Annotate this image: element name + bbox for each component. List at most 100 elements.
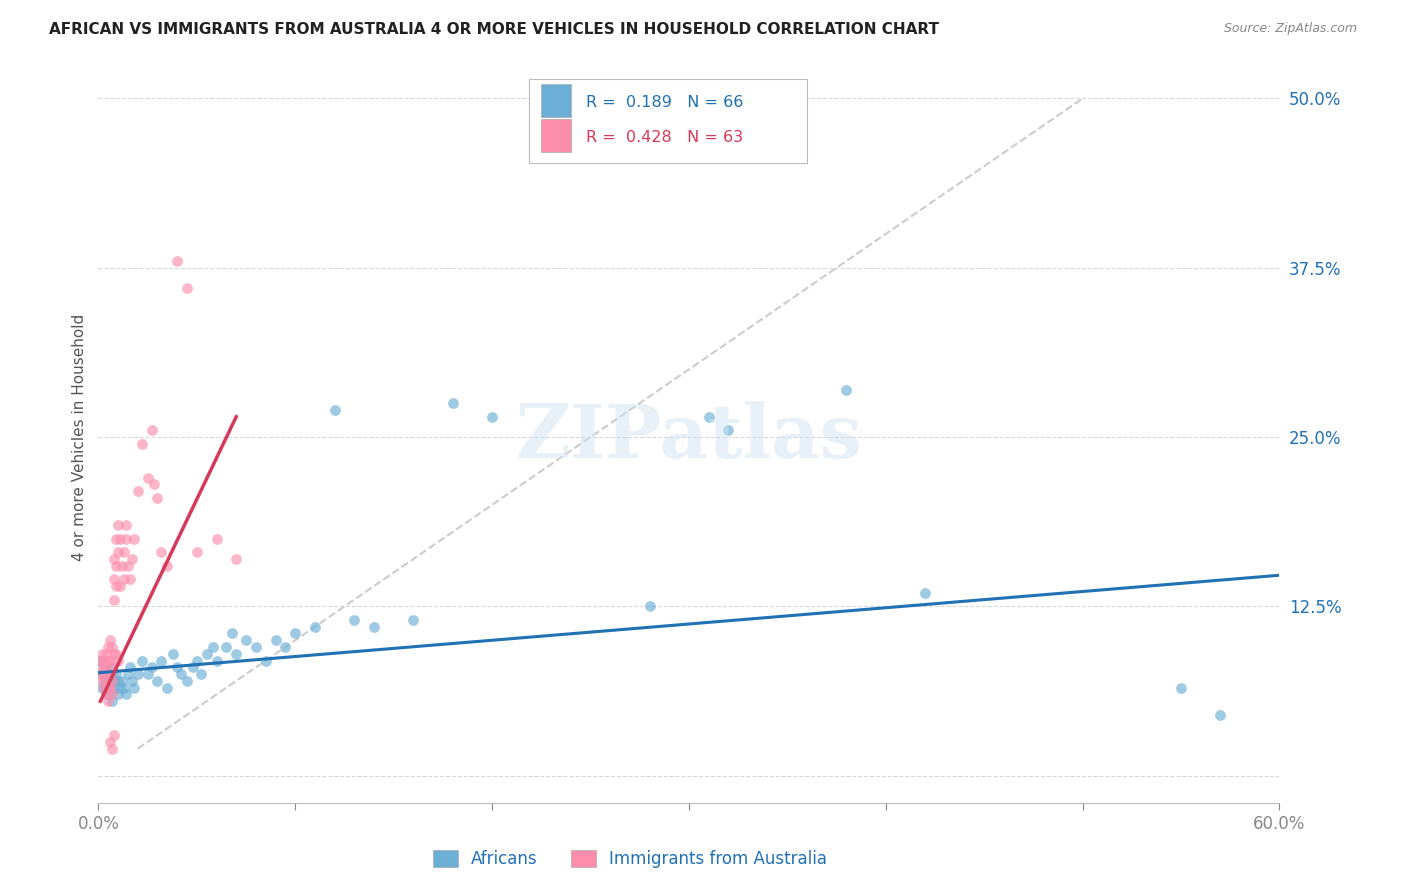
Point	[225, 647, 247, 661]
Point	[1209, 707, 1232, 722]
Point	[186, 545, 208, 559]
Point	[91, 667, 114, 681]
Point	[108, 681, 131, 695]
Point	[97, 673, 120, 688]
Point	[142, 477, 165, 491]
Point	[101, 640, 124, 654]
Point	[91, 673, 114, 688]
FancyBboxPatch shape	[530, 78, 807, 162]
Point	[323, 403, 346, 417]
Point	[176, 673, 198, 688]
Point	[121, 552, 143, 566]
Point	[96, 688, 118, 702]
Point	[221, 626, 243, 640]
Point	[103, 572, 125, 586]
Text: R =  0.428   N = 63: R = 0.428 N = 63	[586, 130, 744, 145]
Point	[96, 647, 118, 661]
Point	[162, 647, 184, 661]
Point	[121, 673, 143, 688]
Point	[101, 673, 124, 688]
Point	[98, 735, 121, 749]
Point	[96, 681, 118, 695]
Point	[101, 688, 124, 702]
Point	[112, 545, 135, 559]
Point	[89, 654, 111, 668]
Point	[108, 532, 131, 546]
FancyBboxPatch shape	[541, 119, 571, 152]
Text: AFRICAN VS IMMIGRANTS FROM AUSTRALIA 4 OR MORE VEHICLES IN HOUSEHOLD CORRELATION: AFRICAN VS IMMIGRANTS FROM AUSTRALIA 4 O…	[49, 22, 939, 37]
Point	[105, 532, 128, 546]
Point	[107, 518, 129, 533]
Point	[343, 613, 366, 627]
Point	[166, 660, 188, 674]
Point	[115, 518, 138, 533]
Point	[284, 626, 307, 640]
Point	[97, 681, 120, 695]
Point	[91, 647, 114, 661]
Point	[131, 654, 153, 668]
Text: R =  0.189   N = 66: R = 0.189 N = 66	[586, 95, 744, 111]
Point	[97, 667, 120, 681]
FancyBboxPatch shape	[541, 84, 571, 117]
Point	[103, 673, 125, 688]
Point	[235, 633, 257, 648]
Point	[274, 640, 297, 654]
Point	[402, 613, 425, 627]
Point	[136, 667, 159, 681]
Point	[254, 654, 277, 668]
Text: ZIPatlas: ZIPatlas	[516, 401, 862, 474]
Point	[97, 654, 120, 668]
Point	[146, 491, 169, 505]
Point	[105, 558, 128, 573]
Point	[97, 694, 120, 708]
Point	[97, 640, 120, 654]
Point	[215, 640, 238, 654]
Point	[98, 681, 121, 695]
Point	[105, 667, 128, 681]
Point	[98, 633, 121, 648]
Point	[122, 532, 145, 546]
Point	[101, 694, 124, 708]
Point	[176, 281, 198, 295]
Point	[103, 552, 125, 566]
Point	[131, 437, 153, 451]
Point	[97, 688, 120, 702]
Point	[146, 673, 169, 688]
Point	[117, 667, 139, 681]
Point	[107, 654, 129, 668]
Point	[96, 667, 118, 681]
Point	[93, 673, 115, 688]
Point	[89, 667, 111, 681]
Point	[112, 572, 135, 586]
Point	[166, 254, 188, 268]
Point	[150, 654, 173, 668]
Point	[181, 660, 204, 674]
Point	[103, 728, 125, 742]
Point	[107, 545, 129, 559]
Point	[103, 647, 125, 661]
Point	[118, 660, 141, 674]
Point	[111, 558, 134, 573]
Point	[93, 660, 115, 674]
Point	[101, 660, 124, 674]
Y-axis label: 4 or more Vehicles in Household: 4 or more Vehicles in Household	[72, 313, 87, 561]
Point	[118, 572, 141, 586]
Point	[98, 667, 121, 681]
Point	[96, 660, 118, 674]
Point	[136, 471, 159, 485]
Point	[107, 673, 129, 688]
Point	[91, 660, 114, 674]
Point	[127, 667, 149, 681]
Point	[304, 620, 326, 634]
Point	[115, 688, 138, 702]
Point	[170, 667, 193, 681]
Legend: Africans, Immigrants from Australia: Africans, Immigrants from Australia	[426, 844, 834, 875]
Point	[96, 673, 118, 688]
Point	[105, 579, 128, 593]
Point	[441, 396, 464, 410]
Point	[117, 558, 139, 573]
Point	[150, 545, 173, 559]
Point	[93, 667, 115, 681]
Point	[481, 409, 503, 424]
Point	[112, 681, 135, 695]
